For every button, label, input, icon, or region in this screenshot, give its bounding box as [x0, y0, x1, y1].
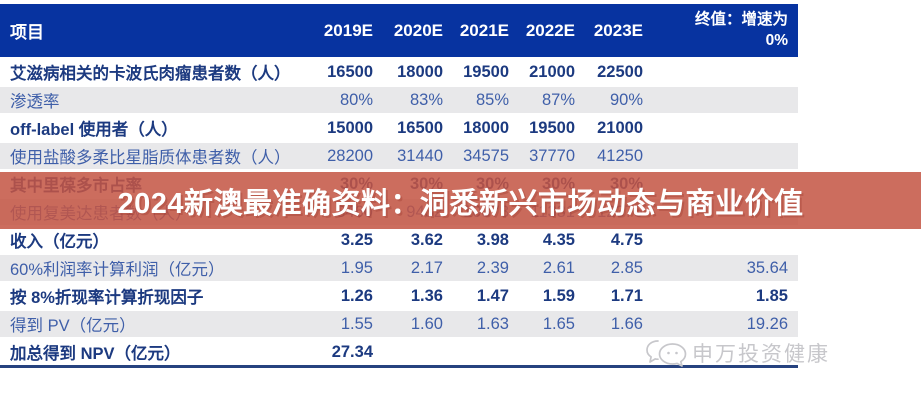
cell-value: 1.26 — [340, 286, 373, 305]
cell-value: 18000 — [397, 62, 443, 81]
terminal-header-line2: 0% — [765, 31, 788, 49]
cell-value: 1.36 — [410, 286, 443, 305]
row-label: 按 8%折现率计算折现因子 — [10, 289, 204, 307]
cell-value: 1.60 — [410, 314, 443, 333]
terminal-header-line1: 终值：增速为 — [694, 11, 788, 29]
cell-value: 3.62 — [410, 230, 443, 249]
cell-value: 2.61 — [542, 258, 575, 277]
table-row: 渗透率 80% 83% 85% 87% 90% — [0, 85, 798, 113]
cell-value: 34575 — [463, 146, 509, 165]
cell-value: 1.95 — [340, 258, 373, 277]
cell-value: 80% — [339, 90, 373, 109]
cell-value: 1.85 — [755, 286, 788, 305]
row-label: 得到 PV（亿元） — [10, 317, 136, 335]
cell-value: 37770 — [529, 146, 575, 165]
cell-value: 83% — [409, 90, 443, 109]
cell-value: 41250 — [597, 146, 643, 165]
column-header-terminal: 终值：增速为 0% — [648, 10, 798, 50]
cell-value: 15000 — [327, 118, 373, 137]
cell-value: 35.64 — [746, 258, 788, 277]
table-row: 按 8%折现率计算折现因子 1.26 1.36 1.47 1.59 1.71 1… — [0, 281, 798, 309]
column-header-2023e: 2023E — [593, 20, 643, 40]
cell-value: 3.25 — [340, 230, 373, 249]
cell-value: 19.26 — [746, 314, 788, 333]
cell-value: 90% — [609, 90, 643, 109]
table-row: 加总得到 NPV（亿元） 27.34 — [0, 337, 798, 365]
cell-value: 2.85 — [610, 258, 643, 277]
cell-value: 19500 — [463, 62, 509, 81]
table-row: 使用盐酸多柔比星脂质体患者数（人） 28200 31440 34575 3777… — [0, 141, 798, 169]
cell-value: 19500 — [529, 118, 575, 137]
watermark-banner-text: 2024新澳最准确资料：洞悉新兴市场动态与商业价值 — [117, 187, 804, 220]
cell-value: 1.63 — [476, 314, 509, 333]
cell-value: 85% — [475, 90, 509, 109]
cell-value: 2.39 — [476, 258, 509, 277]
chat-bubbles-icon — [645, 339, 687, 367]
cell-value: 21000 — [597, 118, 643, 137]
row-label: 60%利润率计算利润（亿元） — [10, 261, 225, 279]
cell-value: 31440 — [397, 146, 443, 165]
cell-value: 1.71 — [610, 286, 643, 305]
cell-value: 16500 — [327, 62, 373, 81]
cell-value: 21000 — [529, 62, 575, 81]
column-header-2022e: 2022E — [525, 20, 575, 40]
cell-value: 4.35 — [542, 230, 575, 249]
row-label: 加总得到 NPV（亿元） — [10, 345, 181, 363]
column-header-item: 项目 — [10, 23, 44, 42]
cell-value: 27.34 — [331, 342, 373, 361]
cell-value: 3.98 — [476, 230, 509, 249]
column-header-2019e: 2019E — [323, 20, 373, 40]
column-header-2020e: 2020E — [393, 20, 443, 40]
brand-watermark: 申万投资健康 — [645, 338, 830, 368]
cell-value: 1.66 — [610, 314, 643, 333]
table-row: off-label 使用者（人） 15000 16500 18000 19500… — [0, 113, 798, 141]
row-label: 艾滋病相关的卡波氏肉瘤患者数（人） — [10, 65, 291, 83]
table-row: 60%利润率计算利润（亿元） 1.95 2.17 2.39 2.61 2.85 … — [0, 253, 798, 281]
brand-watermark-text: 申万投资健康 — [692, 343, 830, 366]
row-label: 使用盐酸多柔比星脂质体患者数（人） — [10, 149, 291, 167]
cell-value: 28200 — [327, 146, 373, 165]
table-row: 艾滋病相关的卡波氏肉瘤患者数（人） 16500 18000 19500 2100… — [0, 57, 798, 85]
watermark-banner: 2024新澳最准确资料：洞悉新兴市场动态与商业价值 — [0, 172, 921, 229]
column-header-2021e: 2021E — [459, 20, 509, 40]
table-header-row: 项目 2019E 2020E 2021E 2022E 2023E 终值：增速为 … — [0, 4, 798, 57]
cell-value: 1.59 — [542, 286, 575, 305]
cell-value: 1.65 — [542, 314, 575, 333]
row-label: off-label 使用者（人） — [10, 121, 178, 139]
cell-value: 18000 — [463, 118, 509, 137]
cell-value: 87% — [541, 90, 575, 109]
table-row: 得到 PV（亿元） 1.55 1.60 1.63 1.65 1.66 19.26 — [0, 309, 798, 337]
cell-value: 1.47 — [476, 286, 509, 305]
cell-value: 2.17 — [410, 258, 443, 277]
cell-value: 16500 — [397, 118, 443, 137]
row-label: 收入（亿元） — [10, 233, 109, 251]
cell-value: 1.55 — [340, 314, 373, 333]
row-label: 渗透率 — [10, 93, 60, 111]
cell-value: 22500 — [597, 62, 643, 81]
table-row: 收入（亿元） 3.25 3.62 3.98 4.35 4.75 — [0, 225, 798, 253]
cell-value: 4.75 — [610, 230, 643, 249]
